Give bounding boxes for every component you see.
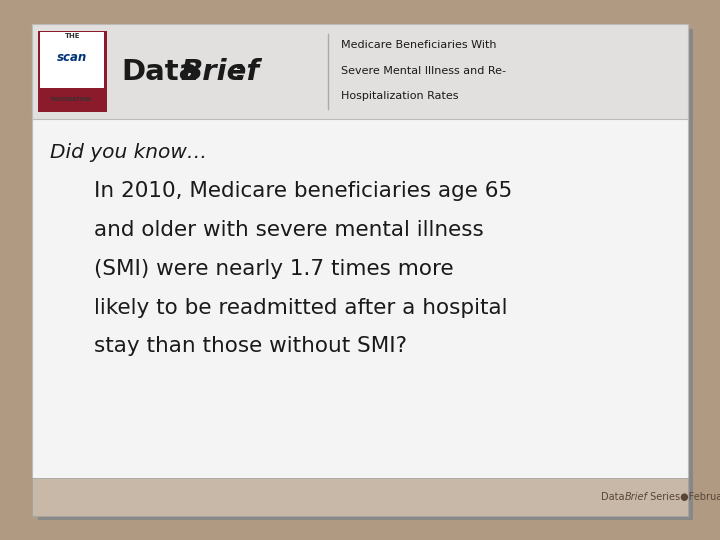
Text: Brief: Brief bbox=[180, 58, 259, 85]
Text: Severe Mental Illness and Re-: Severe Mental Illness and Re- bbox=[341, 65, 505, 76]
Bar bbox=[32, 478, 688, 516]
Text: scan: scan bbox=[57, 51, 88, 64]
Text: stay than those without SMI?: stay than those without SMI? bbox=[94, 336, 407, 356]
Text: Data: Data bbox=[121, 58, 198, 85]
Text: and older with severe mental illness: and older with severe mental illness bbox=[94, 220, 483, 240]
Bar bbox=[38, 31, 107, 112]
Text: Data: Data bbox=[600, 492, 624, 502]
Circle shape bbox=[46, 43, 99, 83]
Text: likely to be readmitted after a hospital: likely to be readmitted after a hospital bbox=[94, 298, 507, 318]
Text: Series●February 2013 ●No. 37: Series●February 2013 ●No. 37 bbox=[647, 492, 720, 502]
Text: Hospitalization Rates: Hospitalization Rates bbox=[341, 91, 458, 101]
Text: In 2010, Medicare beneficiaries age 65: In 2010, Medicare beneficiaries age 65 bbox=[94, 181, 512, 201]
Text: Medicare Beneficiaries With: Medicare Beneficiaries With bbox=[341, 40, 496, 50]
Text: :: : bbox=[233, 58, 245, 85]
Text: Did you know…: Did you know… bbox=[50, 143, 207, 162]
Text: THE: THE bbox=[65, 33, 80, 39]
Text: FOUNDATION.: FOUNDATION. bbox=[51, 97, 94, 102]
Bar bbox=[32, 24, 688, 119]
Text: (SMI) were nearly 1.7 times more: (SMI) were nearly 1.7 times more bbox=[94, 259, 453, 279]
Bar bbox=[40, 32, 104, 88]
Text: Brief: Brief bbox=[624, 492, 647, 502]
